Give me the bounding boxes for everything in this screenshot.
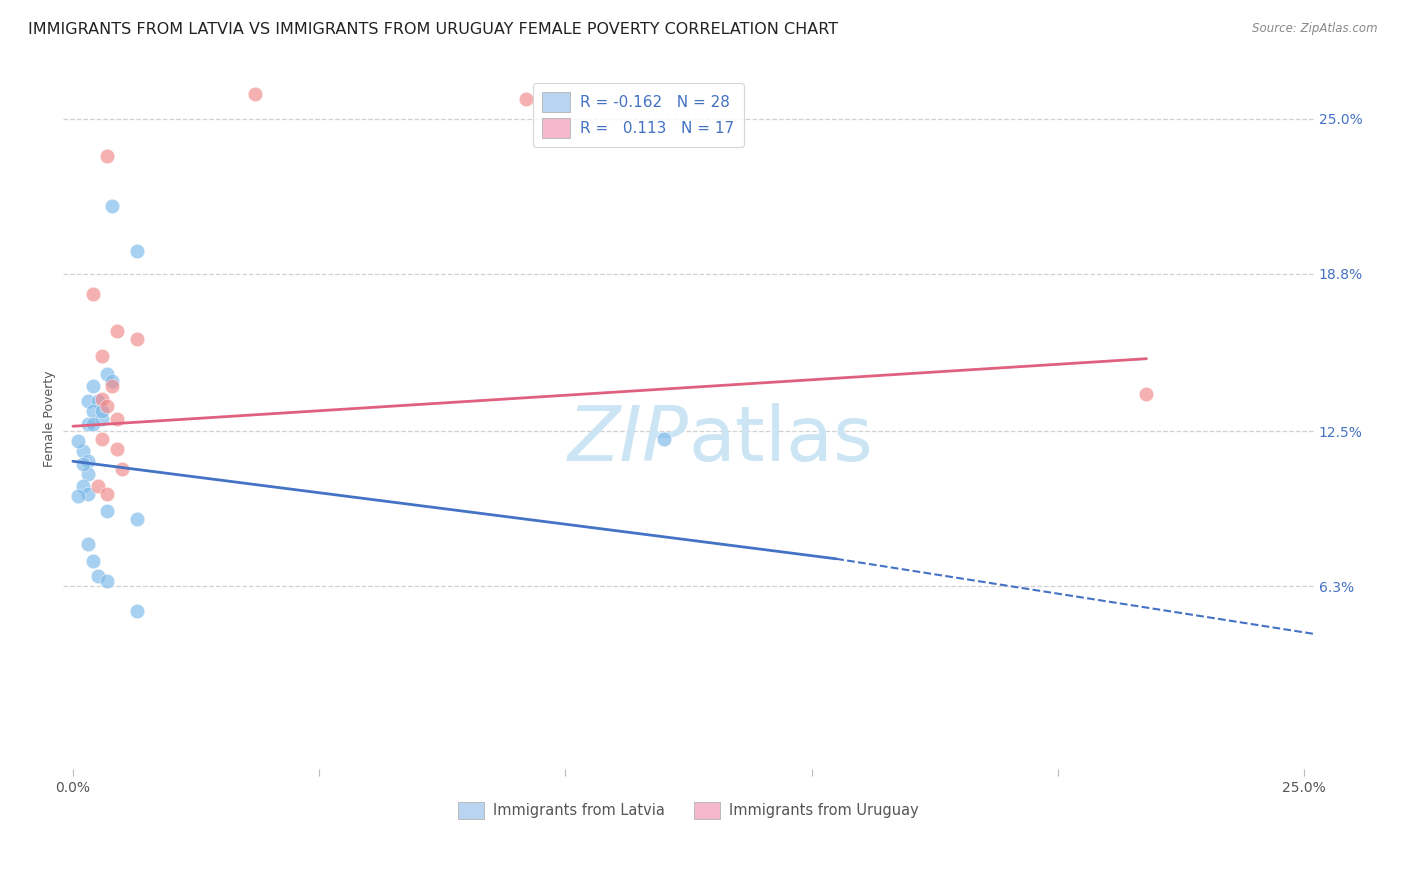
Point <box>125 604 148 618</box>
Point <box>66 434 89 449</box>
Point <box>86 479 108 493</box>
Point <box>91 404 114 418</box>
Point <box>96 399 118 413</box>
Point <box>72 444 94 458</box>
Point <box>86 569 108 583</box>
Y-axis label: Female Poverty: Female Poverty <box>44 370 56 467</box>
Point <box>82 404 104 418</box>
Text: ZIP: ZIP <box>568 403 689 476</box>
Point <box>91 411 114 425</box>
Point <box>76 487 98 501</box>
Point <box>76 537 98 551</box>
Point <box>105 442 128 456</box>
Point <box>91 432 114 446</box>
Point <box>91 392 114 406</box>
Point <box>82 417 104 431</box>
Point <box>101 199 124 213</box>
Point <box>243 87 266 101</box>
Point <box>125 332 148 346</box>
Point <box>105 324 128 338</box>
Point <box>111 462 134 476</box>
Point <box>125 512 148 526</box>
Point <box>86 394 108 409</box>
Point <box>91 349 114 363</box>
Point <box>76 394 98 409</box>
Text: atlas: atlas <box>689 403 873 476</box>
Point <box>96 504 118 518</box>
Point <box>76 454 98 468</box>
Point <box>96 149 118 163</box>
Point <box>72 457 94 471</box>
Legend: Immigrants from Latvia, Immigrants from Uruguay: Immigrants from Latvia, Immigrants from … <box>453 797 925 825</box>
Point <box>66 489 89 503</box>
Point <box>515 91 537 105</box>
Text: IMMIGRANTS FROM LATVIA VS IMMIGRANTS FROM URUGUAY FEMALE POVERTY CORRELATION CHA: IMMIGRANTS FROM LATVIA VS IMMIGRANTS FRO… <box>28 22 838 37</box>
Point <box>82 286 104 301</box>
Point <box>76 417 98 431</box>
Point <box>125 244 148 259</box>
Point <box>101 379 124 393</box>
Point <box>82 379 104 393</box>
Point <box>96 487 118 501</box>
Point <box>96 367 118 381</box>
Point <box>105 411 128 425</box>
Point <box>652 432 675 446</box>
Point <box>1135 386 1157 401</box>
Point <box>96 574 118 589</box>
Point <box>82 554 104 568</box>
Point <box>76 467 98 481</box>
Text: Source: ZipAtlas.com: Source: ZipAtlas.com <box>1253 22 1378 36</box>
Point <box>101 374 124 388</box>
Point <box>72 479 94 493</box>
